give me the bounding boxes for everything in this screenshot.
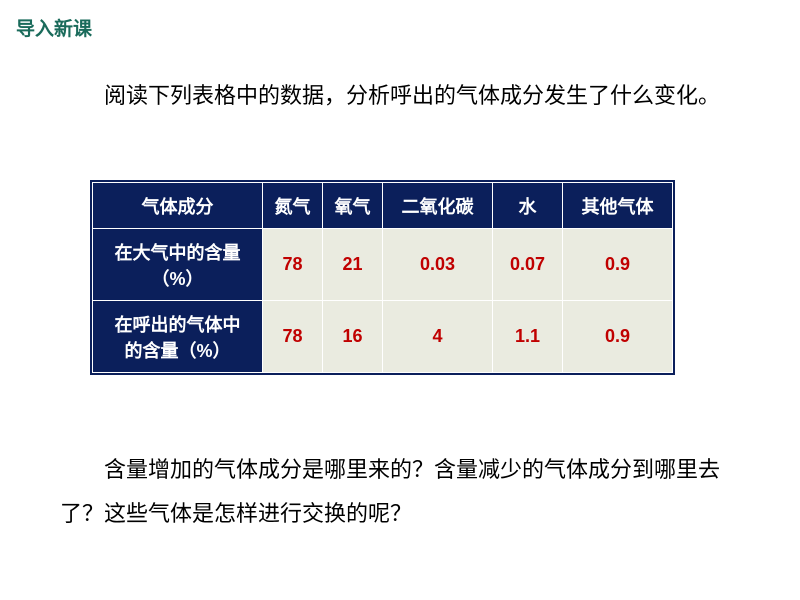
cell-exh-co2: 4 — [383, 301, 493, 373]
table-header-row: 气体成分 氮气 氧气 二氧化碳 水 其他气体 — [93, 183, 673, 229]
row-label-atmosphere-l1: 在大气中的含量 — [115, 243, 241, 263]
intro-paragraph: 阅读下列表格中的数据，分析呼出的气体成分发生了什么变化。 — [60, 74, 750, 118]
col-header-co2: 二氧化碳 — [383, 183, 493, 229]
row-label-exhaled-l1: 在呼出的气体中 — [115, 315, 241, 335]
row-label-exhaled: 在呼出的气体中 的含量（%） — [93, 301, 263, 373]
footer-indent — [60, 457, 104, 482]
slide: 导入新课 阅读下列表格中的数据，分析呼出的气体成分发生了什么变化。 气体成分 氮… — [0, 0, 800, 600]
intro-indent — [60, 83, 104, 108]
cell-atm-co2: 0.03 — [383, 229, 493, 301]
cell-exh-other: 0.9 — [563, 301, 673, 373]
cell-atm-water: 0.07 — [493, 229, 563, 301]
table-row-exhaled: 在呼出的气体中 的含量（%） 78 16 4 1.1 0.9 — [93, 301, 673, 373]
row-label-atmosphere: 在大气中的含量 （%） — [93, 229, 263, 301]
table-row-atmosphere: 在大气中的含量 （%） 78 21 0.03 0.07 0.9 — [93, 229, 673, 301]
col-header-water: 水 — [493, 183, 563, 229]
cell-exh-nitrogen: 78 — [263, 301, 323, 373]
footer-text: 含量增加的气体成分是哪里来的？含量减少的气体成分到哪里去了？这些气体是怎样进行交… — [60, 457, 720, 526]
col-header-oxygen: 氧气 — [323, 183, 383, 229]
row-label-exhaled-l2: 的含量（%） — [124, 341, 230, 361]
gas-composition-table: 气体成分 氮气 氧气 二氧化碳 水 其他气体 在大气中的含量 （%） 78 21… — [92, 182, 673, 373]
section-header-text: 导入新课 — [16, 19, 92, 40]
cell-atm-other: 0.9 — [563, 229, 673, 301]
col-header-other: 其他气体 — [563, 183, 673, 229]
col-header-component: 气体成分 — [93, 183, 263, 229]
gas-table-wrap: 气体成分 氮气 氧气 二氧化碳 水 其他气体 在大气中的含量 （%） 78 21… — [90, 180, 675, 375]
col-header-nitrogen: 氮气 — [263, 183, 323, 229]
cell-exh-oxygen: 16 — [323, 301, 383, 373]
cell-atm-oxygen: 21 — [323, 229, 383, 301]
cell-atm-nitrogen: 78 — [263, 229, 323, 301]
footer-paragraph: 含量增加的气体成分是哪里来的？含量减少的气体成分到哪里去了？这些气体是怎样进行交… — [60, 448, 750, 536]
row-label-atmosphere-l2: （%） — [151, 269, 203, 289]
intro-text: 阅读下列表格中的数据，分析呼出的气体成分发生了什么变化。 — [104, 83, 720, 108]
section-header: 导入新课 — [16, 14, 92, 41]
cell-exh-water: 1.1 — [493, 301, 563, 373]
